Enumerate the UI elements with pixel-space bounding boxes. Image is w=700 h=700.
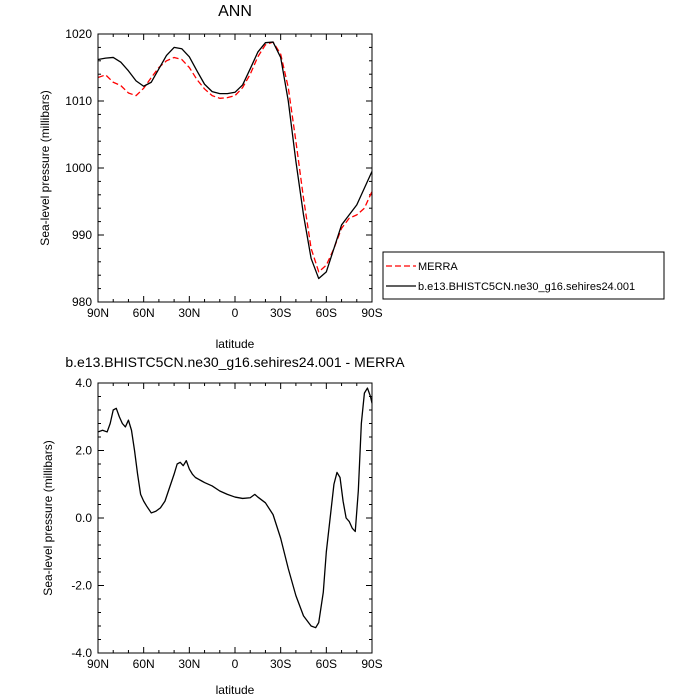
- x-axis-label: latitude: [216, 683, 255, 697]
- x-tick-label: 30N: [178, 657, 200, 671]
- y-tick-label: 1020: [65, 27, 92, 41]
- x-tick-label: 60N: [133, 657, 155, 671]
- series-line-merra: [97, 41, 373, 273]
- y-tick-label: 1000: [65, 161, 92, 175]
- y-tick-label: 1010: [65, 94, 92, 108]
- axis-ticks: 90N 60N 30N 0 30S 60S 90S 980 990 1000 1010 1020: [65, 27, 382, 320]
- series-line-difference: [97, 387, 373, 629]
- x-tick-label: 30S: [270, 306, 291, 320]
- x-tick-label: 0: [232, 306, 239, 320]
- y-tick-label: 0.0: [75, 511, 92, 525]
- axis-ticks: 90N 60N 30N 0 30S 60S 90S -4.0 -2.0 0.0 2.0 4.0: [71, 376, 382, 671]
- series-line-model: [97, 41, 373, 280]
- x-tick-label: 0: [232, 657, 239, 671]
- legend-label-merra: MERRA: [418, 261, 458, 273]
- chart-title: ANN: [218, 3, 252, 20]
- chart-difference: b.e13.BHISTC5CN.ne30_g16.sehires24.001 -…: [41, 354, 405, 697]
- x-tick-label: 90N: [87, 657, 109, 671]
- y-tick-label: 2.0: [75, 444, 92, 458]
- legend: MERRA b.e13.BHISTC5CN.ne30_g16.sehires24…: [382, 251, 665, 300]
- x-tick-label: 90N: [87, 306, 109, 320]
- x-tick-label: 60S: [316, 657, 337, 671]
- x-tick-label: 90S: [361, 657, 382, 671]
- y-axis-label: Sea-level pressure (millibars): [38, 90, 52, 245]
- legend-label-model: b.e13.BHISTC5CN.ne30_g16.sehires24.001: [418, 281, 635, 293]
- x-tick-label: 30N: [178, 306, 200, 320]
- x-axis-label: latitude: [216, 337, 255, 351]
- chart-ann: ANN Sea-level pressure (millibars) latit…: [38, 3, 665, 351]
- plot-lines: [97, 41, 373, 280]
- y-tick-label: 980: [72, 295, 92, 309]
- y-axis-label: Sea-level pressure (millibars): [41, 440, 55, 595]
- x-tick-label: 60S: [316, 306, 337, 320]
- chart-title: b.e13.BHISTC5CN.ne30_g16.sehires24.001 -…: [65, 354, 405, 370]
- plot-frame: [97, 382, 373, 654]
- y-tick-label: -2.0: [71, 579, 92, 593]
- y-tick-label: 4.0: [75, 376, 92, 390]
- y-tick-label: 990: [72, 228, 92, 242]
- x-tick-label: 60N: [133, 306, 155, 320]
- x-tick-label: 90S: [361, 306, 382, 320]
- legend-box: [382, 251, 665, 300]
- plot-lines: [97, 387, 373, 629]
- y-tick-label: -4.0: [71, 646, 92, 660]
- plot-frame: [97, 33, 373, 303]
- x-tick-label: 30S: [270, 657, 291, 671]
